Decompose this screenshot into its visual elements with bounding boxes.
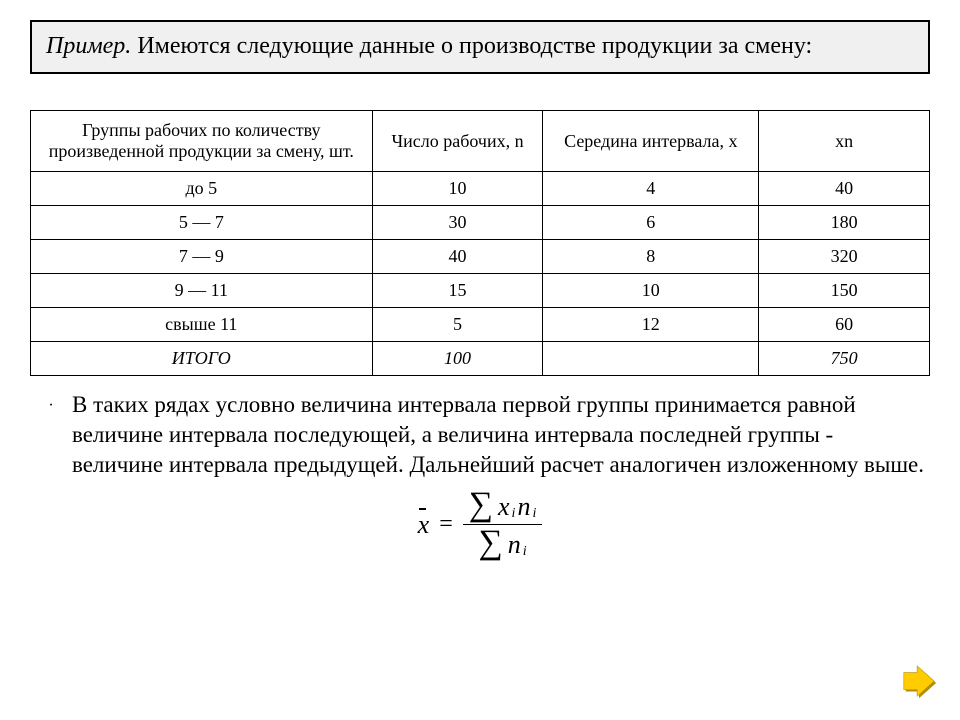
col-header-n: Число рабочих, n [372, 111, 543, 172]
table-row: ИТОГО100 750 [31, 342, 930, 376]
formula-lhs: x [418, 508, 430, 540]
table-cell: 180 [759, 206, 930, 240]
table-row: свыше 1151260 [31, 308, 930, 342]
table-cell: 4 [543, 172, 759, 206]
col-header-group: Группы рабочих по количеству произведенн… [31, 111, 373, 172]
table-header-row: Группы рабочих по количеству произведенн… [31, 111, 930, 172]
example-header: Пример. Имеются следующие данные о произ… [30, 20, 930, 74]
table-cell: ИТОГО [31, 342, 373, 376]
note-text: В таких рядах условно величина интервала… [72, 390, 930, 480]
table-row: 9 — 111510150 [31, 274, 930, 308]
table-cell: 60 [759, 308, 930, 342]
table-cell: 15 [372, 274, 543, 308]
table-cell: 30 [372, 206, 543, 240]
table-cell: 10 [543, 274, 759, 308]
formula-fraction: ∑ xi ni ∑ ni [463, 490, 543, 559]
table-cell: 7 — 9 [31, 240, 373, 274]
col-header-x: Середина интервала, x [543, 111, 759, 172]
num-n: n [517, 493, 530, 520]
table-cell: 150 [759, 274, 930, 308]
num-x: x [498, 493, 510, 520]
table-cell: 8 [543, 240, 759, 274]
table-cell: 12 [543, 308, 759, 342]
sigma-icon: ∑ [469, 490, 493, 521]
table-cell: 320 [759, 240, 930, 274]
table-cell: 5 — 7 [31, 206, 373, 240]
table-cell: 10 [372, 172, 543, 206]
table-cell: 750 [759, 342, 930, 376]
page: Пример. Имеются следующие данные о произ… [0, 0, 960, 720]
table-row: 7 — 9408320 [31, 240, 930, 274]
table-body: до 5104405 — 73061807 — 94083209 — 11151… [31, 172, 930, 376]
next-page-button[interactable] [900, 664, 938, 702]
bullet-icon: · [30, 390, 72, 480]
note: · В таких рядах условно величина интерва… [30, 390, 930, 480]
table-cell: 9 — 11 [31, 274, 373, 308]
den-n: n [508, 531, 521, 558]
table-cell: 40 [372, 240, 543, 274]
table-cell: 40 [759, 172, 930, 206]
table-row: 5 — 7306180 [31, 206, 930, 240]
sigma-icon: ∑ [478, 528, 502, 559]
formula: x = ∑ xi ni ∑ ni [30, 490, 930, 559]
table-cell [543, 342, 759, 376]
table-cell: свыше 11 [31, 308, 373, 342]
header-prefix: Пример. [46, 33, 131, 59]
formula-eq: = [439, 511, 453, 538]
table-cell: 5 [372, 308, 543, 342]
table-row: до 510440 [31, 172, 930, 206]
table-cell: 100 [372, 342, 543, 376]
formula-denominator: ∑ ni [472, 528, 532, 559]
formula-numerator: ∑ xi ni [463, 490, 543, 521]
table-cell: 6 [543, 206, 759, 240]
table-cell: до 5 [31, 172, 373, 206]
header-text: Имеются следующие данные о производстве … [131, 33, 812, 59]
num-x-sub: i [512, 507, 516, 522]
den-n-sub: i [523, 545, 527, 560]
col-header-xn: xn [759, 111, 930, 172]
arrow-right-icon [900, 664, 938, 702]
num-n-sub: i [532, 507, 536, 522]
data-table: Группы рабочих по количеству произведенн… [30, 110, 930, 376]
